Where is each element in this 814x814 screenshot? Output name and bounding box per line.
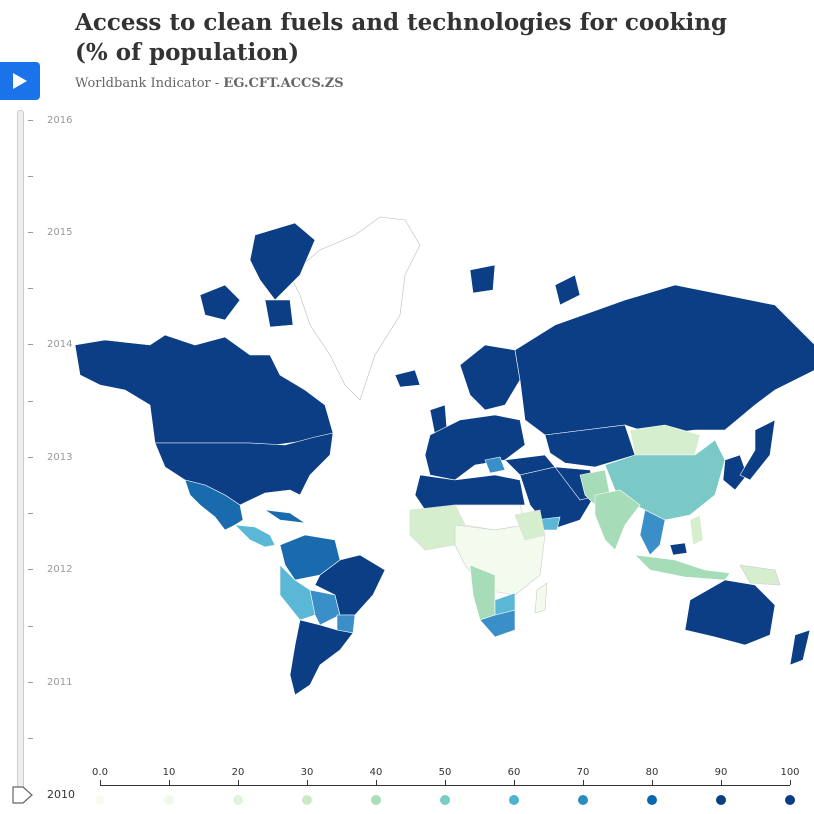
legend-label: 0.0 xyxy=(92,767,108,778)
country-cuba xyxy=(264,509,306,524)
legend-tick xyxy=(514,780,515,785)
subtitle-prefix: Worldbank Indicator - xyxy=(75,76,224,91)
year-tick xyxy=(28,232,33,233)
year-label-2012: 2012 xyxy=(47,564,73,575)
country-iceland xyxy=(394,369,421,388)
year-slider-track[interactable] xyxy=(17,110,24,798)
legend-tick xyxy=(238,780,239,785)
legend-tick xyxy=(100,780,101,785)
year-tick xyxy=(28,569,33,570)
country-japan xyxy=(739,419,776,481)
indicator-code: EG.CFT.ACCS.ZS xyxy=(223,76,344,91)
year-tick xyxy=(28,626,33,627)
legend-tick xyxy=(721,780,722,785)
country-brazil xyxy=(314,554,386,616)
legend-label: 90 xyxy=(714,767,728,778)
year-label-2013: 2013 xyxy=(47,452,73,463)
year-tick xyxy=(28,738,33,739)
play-button[interactable] xyxy=(0,62,40,100)
country-png xyxy=(739,564,781,586)
play-icon xyxy=(13,73,27,89)
legend-tick xyxy=(790,780,791,785)
year-tick xyxy=(28,457,33,458)
country-balkans xyxy=(484,456,506,474)
legend-label: 60 xyxy=(507,767,521,778)
legend-label: 20 xyxy=(231,767,245,778)
legend-axis xyxy=(100,785,790,786)
world-map xyxy=(75,216,814,696)
legend-swatch xyxy=(371,795,381,805)
country-canada-islands-2 xyxy=(199,284,241,321)
country-angola-namibia xyxy=(469,564,496,621)
legend-swatch xyxy=(440,795,450,805)
year-label-2010: 2010 xyxy=(47,788,75,801)
country-south-africa xyxy=(479,609,516,638)
legend-label: 50 xyxy=(438,767,452,778)
country-mozambique xyxy=(494,592,516,616)
legend-tick xyxy=(652,780,653,785)
legend-label: 40 xyxy=(369,767,383,778)
country-scandinavia xyxy=(459,344,521,411)
country-argentina-chile xyxy=(289,619,354,696)
country-greenland xyxy=(289,216,421,401)
legend-label: 70 xyxy=(576,767,590,778)
country-australia xyxy=(684,579,776,646)
legend-swatch xyxy=(647,795,657,805)
legend-swatch xyxy=(95,795,105,805)
year-label-2015: 2015 xyxy=(47,227,73,238)
legend-tick xyxy=(307,780,308,785)
year-tick xyxy=(28,682,33,683)
country-india xyxy=(594,489,641,551)
legend-swatch xyxy=(302,795,312,805)
legend-swatch xyxy=(509,795,519,805)
country-malaysia xyxy=(669,542,688,556)
country-svalbard xyxy=(469,264,496,294)
country-bolivia xyxy=(309,589,341,626)
year-label-2016: 2016 xyxy=(47,115,73,126)
country-philippines xyxy=(689,514,704,546)
country-korea-japan xyxy=(722,454,748,491)
chart-title: Access to clean fuels and technologies f… xyxy=(75,9,728,66)
legend-label: 10 xyxy=(162,767,176,778)
country-canada-islands-3 xyxy=(264,299,294,328)
legend-swatch xyxy=(578,795,588,805)
legend-tick xyxy=(445,780,446,785)
year-slider-handle[interactable] xyxy=(12,786,34,808)
legend-label: 100 xyxy=(780,767,800,778)
year-tick xyxy=(28,288,33,289)
legend-swatch xyxy=(716,795,726,805)
legend-label: 80 xyxy=(645,767,659,778)
country-canada-islands xyxy=(249,222,316,301)
country-kazakhstan xyxy=(544,424,636,468)
country-canada xyxy=(75,334,334,446)
year-tick xyxy=(28,344,33,345)
legend-label: 30 xyxy=(300,767,314,778)
year-tick xyxy=(28,176,33,177)
legend-swatch xyxy=(233,795,243,805)
country-madagascar xyxy=(534,582,548,614)
year-label-2011: 2011 xyxy=(47,677,73,688)
country-indonesia xyxy=(634,554,731,581)
country-novaya-zemlya xyxy=(554,274,581,306)
country-usa xyxy=(154,432,334,506)
year-tick xyxy=(28,120,33,121)
legend-tick xyxy=(583,780,584,785)
country-southeast-asia xyxy=(639,509,666,556)
country-new-zealand xyxy=(789,629,811,666)
country-russia xyxy=(514,284,814,436)
country-central-america xyxy=(234,524,276,548)
legend-swatch xyxy=(785,795,795,805)
legend-swatch xyxy=(164,795,174,805)
year-label-2014: 2014 xyxy=(47,339,73,350)
chart-subtitle: Worldbank Indicator - EG.CFT.ACCS.ZS xyxy=(75,76,344,91)
legend-tick xyxy=(169,780,170,785)
year-tick xyxy=(28,513,33,514)
legend-tick xyxy=(376,780,377,785)
year-tick xyxy=(28,401,33,402)
country-sudan xyxy=(514,509,546,541)
